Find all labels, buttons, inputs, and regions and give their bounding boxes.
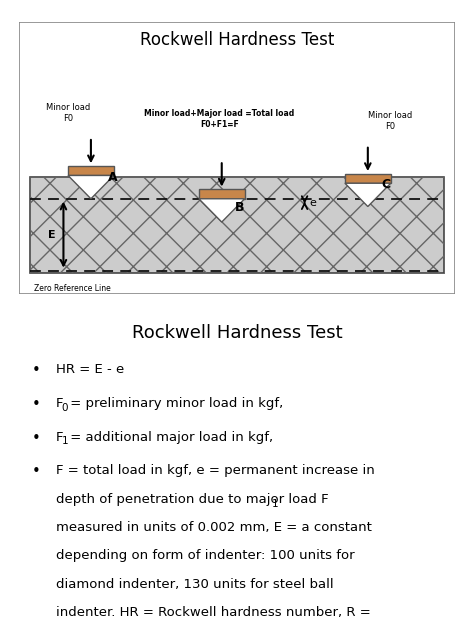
Text: HR = E - e: HR = E - e (56, 363, 124, 376)
Text: Minor load
F0: Minor load F0 (368, 111, 413, 131)
Text: Minor load
F0: Minor load F0 (46, 104, 91, 123)
Text: Minor load+Major load =Total load
F0+F1=F: Minor load+Major load =Total load F0+F1=… (145, 109, 295, 130)
Text: C: C (382, 178, 391, 191)
Text: = additional major load in kgf,: = additional major load in kgf, (66, 430, 273, 444)
Text: •: • (32, 397, 41, 411)
Text: A: A (108, 171, 117, 185)
Polygon shape (199, 198, 245, 222)
Text: •: • (32, 465, 41, 480)
Text: F = total load in kgf, e = permanent increase in: F = total load in kgf, e = permanent inc… (56, 465, 375, 477)
Text: E: E (48, 229, 55, 240)
Polygon shape (68, 176, 114, 198)
Bar (68, 166, 114, 176)
Text: F: F (56, 430, 64, 444)
Text: e: e (310, 198, 317, 208)
Bar (345, 174, 391, 183)
Bar (199, 190, 245, 198)
Text: •: • (32, 363, 41, 378)
Bar (30, 178, 444, 272)
Text: measured in units of 0.002 mm, E = a constant: measured in units of 0.002 mm, E = a con… (56, 521, 372, 534)
Text: indenter. HR = Rockwell hardness number, R =: indenter. HR = Rockwell hardness number,… (56, 606, 371, 619)
Text: 1: 1 (62, 436, 68, 446)
Text: F: F (56, 397, 64, 410)
Text: •: • (32, 430, 41, 446)
Text: depth of penetration due to major load F: depth of penetration due to major load F (56, 493, 328, 506)
Text: diamond indenter, 130 units for steel ball: diamond indenter, 130 units for steel ba… (56, 578, 334, 591)
Text: Zero Reference Line: Zero Reference Line (34, 284, 111, 293)
Text: B: B (235, 201, 244, 214)
Text: 0: 0 (62, 403, 68, 413)
Text: = preliminary minor load in kgf,: = preliminary minor load in kgf, (66, 397, 283, 410)
Text: 1: 1 (272, 499, 278, 509)
Text: depending on form of indenter: 100 units for: depending on form of indenter: 100 units… (56, 549, 355, 562)
Text: Rockwell Hardness Test: Rockwell Hardness Test (132, 324, 342, 342)
Polygon shape (345, 183, 391, 207)
Bar (30, 178, 444, 272)
Text: Rockwell Hardness Test: Rockwell Hardness Test (140, 30, 334, 49)
